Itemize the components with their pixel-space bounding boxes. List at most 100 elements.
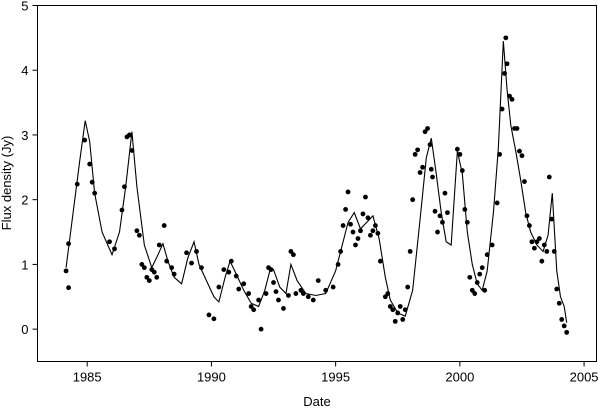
data-point	[151, 269, 157, 275]
data-point	[489, 242, 495, 248]
x-tick-label: 2000	[445, 370, 474, 385]
plot-frame	[37, 5, 597, 362]
data-point	[502, 71, 507, 76]
data-point	[504, 61, 510, 67]
data-point	[305, 294, 311, 300]
data-point	[233, 273, 239, 279]
data-point	[293, 291, 299, 296]
data-point	[127, 132, 132, 138]
data-point	[437, 213, 443, 219]
data-point	[241, 281, 247, 287]
data-point	[415, 147, 421, 153]
data-point	[164, 258, 170, 264]
data-point	[407, 249, 413, 254]
data-point	[507, 93, 512, 99]
x-axis-label: Date	[303, 394, 330, 409]
data-point	[268, 267, 274, 272]
data-point	[87, 161, 93, 167]
data-point	[472, 291, 478, 296]
data-point	[464, 219, 470, 225]
data-point	[519, 153, 525, 159]
data-point	[405, 284, 411, 290]
data-point	[211, 316, 217, 322]
data-point	[484, 252, 490, 258]
data-point	[89, 179, 95, 185]
data-point	[541, 242, 547, 248]
data-point	[561, 323, 567, 329]
y-tick-label: 2	[21, 193, 28, 208]
data-point	[375, 230, 381, 236]
data-point	[288, 249, 294, 254]
y-axis: 0 1 2 3 4 5	[21, 0, 38, 337]
data-point	[194, 249, 199, 254]
data-point	[122, 184, 127, 190]
data-point	[63, 268, 69, 274]
x-tick-label: 1990	[197, 370, 226, 385]
y-tick-label: 3	[21, 128, 28, 143]
data-point	[154, 274, 160, 280]
data-point	[136, 232, 142, 238]
data-point	[343, 206, 348, 212]
data-point	[432, 208, 438, 214]
data-point	[315, 278, 321, 283]
y-tick-label: 5	[21, 0, 28, 14]
data-point	[298, 287, 304, 293]
x-tick-label: 1995	[321, 370, 350, 385]
data-point	[323, 287, 329, 293]
data-point	[286, 293, 291, 298]
data-point	[382, 294, 388, 300]
data-point	[554, 286, 560, 292]
y-tick-label: 1	[21, 257, 28, 272]
data-point	[482, 287, 488, 293]
data-point	[146, 278, 152, 283]
data-point	[112, 246, 117, 252]
data-point	[459, 168, 465, 173]
data-point	[477, 271, 483, 277]
data-point	[422, 129, 428, 135]
data-point	[402, 307, 408, 313]
data-point	[564, 329, 570, 335]
data-point	[350, 229, 356, 235]
data-point	[281, 306, 286, 311]
y-axis-label: Flux density (Jy)	[0, 136, 14, 231]
data-point	[273, 289, 279, 294]
x-axis: 1985 1990 1995 2000 2005	[73, 361, 598, 385]
data-point	[397, 304, 403, 309]
data-point	[348, 221, 353, 227]
data-point	[365, 215, 371, 221]
data-point	[368, 232, 373, 238]
data-point	[169, 265, 175, 271]
data-point	[417, 170, 423, 175]
data-point	[248, 304, 254, 309]
data-point	[428, 166, 434, 172]
data-point	[392, 318, 398, 324]
data-point	[469, 287, 475, 293]
data-point	[462, 206, 468, 212]
data-point	[457, 151, 463, 157]
data-point	[310, 297, 316, 303]
data-point	[251, 307, 257, 313]
data-point	[539, 258, 545, 264]
data-point	[330, 284, 336, 290]
data-point	[549, 216, 555, 222]
data-point	[445, 210, 450, 216]
data-point	[300, 291, 306, 296]
data-point	[531, 245, 537, 251]
data-point	[479, 265, 485, 271]
data-point	[377, 258, 383, 264]
data-point	[536, 236, 542, 241]
data-point	[291, 252, 296, 258]
data-point	[503, 35, 509, 41]
data-point	[134, 228, 140, 234]
data-point	[256, 297, 262, 303]
data-point	[534, 239, 540, 245]
data-point	[338, 249, 343, 254]
data-point	[107, 239, 112, 245]
data-point	[400, 317, 406, 322]
data-point	[390, 307, 396, 313]
data-point	[514, 126, 520, 131]
data-point	[258, 326, 264, 332]
data-point	[474, 280, 480, 285]
observed-points	[63, 35, 570, 335]
data-point	[499, 106, 505, 112]
